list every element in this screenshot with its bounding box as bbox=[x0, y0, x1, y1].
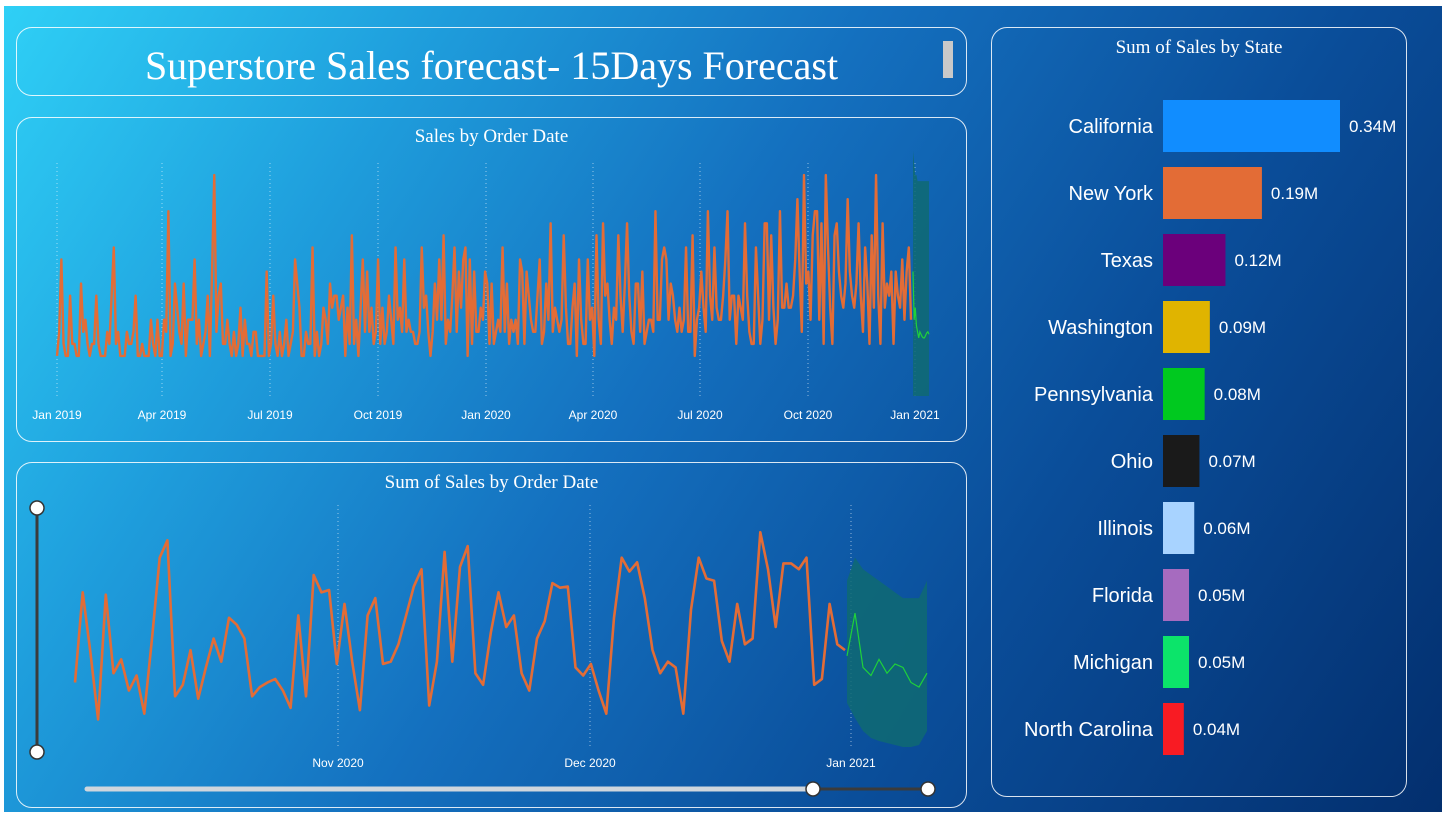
y-range-slider-bottom-handle[interactable] bbox=[29, 744, 45, 760]
state-value-label: 0.09M bbox=[1219, 318, 1266, 337]
state-label: Florida bbox=[1092, 585, 1154, 607]
sales-by-state-chart: California 0.34M New York 0.19M Texas 0.12M Wa… bbox=[1024, 100, 1396, 755]
state-bar[interactable] bbox=[1163, 368, 1205, 420]
chart2-actual-line bbox=[73, 530, 846, 721]
state-label: Texas bbox=[1101, 250, 1153, 272]
state-bar[interactable] bbox=[1163, 569, 1190, 621]
state-label: California bbox=[1069, 116, 1154, 138]
chart1-forecast-line bbox=[912, 271, 930, 339]
sum-sales-by-order-date-card: Sum of Sales by Order Date Nov 2020 Dec 2… bbox=[16, 462, 967, 808]
state-value-label: 0.12M bbox=[1234, 251, 1281, 270]
state-bar[interactable] bbox=[1163, 435, 1200, 487]
state-bar[interactable] bbox=[1163, 167, 1262, 219]
dashboard-canvas: Superstore Sales forecast- 15Days Foreca… bbox=[4, 6, 1442, 812]
state-bar[interactable] bbox=[1163, 636, 1190, 688]
chart1-title: Sales by Order Date bbox=[414, 126, 569, 147]
state-bar[interactable] bbox=[1163, 301, 1210, 353]
state-label: Michigan bbox=[1073, 652, 1153, 674]
y-range-slider-top-handle[interactable] bbox=[29, 500, 45, 516]
chart2-x-tick: Nov 2020 bbox=[312, 756, 364, 770]
state-label: New York bbox=[1069, 183, 1154, 205]
sales-by-order-date-chart[interactable]: Jan 2019 Apr 2019 Jul 2019 Oct 2019 Jan 2020… bbox=[17, 118, 966, 441]
state-bar[interactable] bbox=[1163, 234, 1226, 286]
x-range-slider-left-handle[interactable] bbox=[805, 781, 821, 797]
state-label: Pennsylvania bbox=[1034, 384, 1154, 406]
sum-sales-by-order-date-chart[interactable]: Nov 2020 Dec 2020 Jan 2021 bbox=[17, 463, 966, 807]
chart2-x-tick: Jan 2021 bbox=[826, 756, 876, 770]
chart2-x-tick: Dec 2020 bbox=[564, 756, 616, 770]
chart1-x-tick: Apr 2019 bbox=[138, 408, 187, 422]
state-value-label: 0.08M bbox=[1214, 385, 1261, 404]
chart2-forecast-line bbox=[846, 613, 928, 688]
state-bar[interactable] bbox=[1163, 502, 1195, 554]
state-value-label: 0.07M bbox=[1208, 452, 1255, 471]
page-title: Superstore Sales forecast- 15Days Foreca… bbox=[144, 43, 839, 88]
state-bar[interactable] bbox=[1163, 100, 1340, 152]
state-label: Illinois bbox=[1097, 518, 1153, 540]
state-value-label: 0.34M bbox=[1349, 117, 1396, 136]
chart3-title: Sum of Sales by State bbox=[1115, 37, 1283, 58]
chart1-x-tick: Jul 2020 bbox=[677, 408, 723, 422]
chart1-x-tick: Jul 2019 bbox=[247, 408, 293, 422]
chart2-forecast-band bbox=[847, 557, 927, 747]
state-value-label: 0.05M bbox=[1198, 653, 1245, 672]
x-range-slider-right-handle[interactable] bbox=[920, 781, 936, 797]
state-bar[interactable] bbox=[1163, 703, 1184, 755]
chart1-x-tick: Apr 2020 bbox=[569, 408, 618, 422]
chart1-x-tick: Jan 2019 bbox=[32, 408, 82, 422]
state-label: Ohio bbox=[1111, 451, 1153, 473]
state-value-label: 0.05M bbox=[1198, 586, 1245, 605]
chart1-x-tick: Jan 2020 bbox=[461, 408, 511, 422]
chart2-title: Sum of Sales by Order Date bbox=[384, 472, 599, 493]
chart1-actual-line bbox=[55, 173, 913, 358]
title-scrollbar[interactable] bbox=[943, 41, 953, 78]
sales-by-order-date-card: Sales by Order Date Jan 2019 Apr 2019 Jul … bbox=[16, 117, 967, 442]
state-value-label: 0.04M bbox=[1193, 720, 1240, 739]
chart1-x-tick: Jan 2021 bbox=[890, 408, 940, 422]
state-value-label: 0.06M bbox=[1203, 519, 1250, 538]
sales-by-state-card: Sum of Sales by State California 0.34M New… bbox=[991, 27, 1407, 797]
chart1-x-tick: Oct 2020 bbox=[784, 408, 833, 422]
title-card: Superstore Sales forecast- 15Days Foreca… bbox=[16, 27, 967, 96]
state-value-label: 0.19M bbox=[1271, 184, 1318, 203]
chart1-forecast-band bbox=[913, 150, 929, 396]
chart1-x-tick: Oct 2019 bbox=[354, 408, 403, 422]
state-label: Washington bbox=[1048, 317, 1153, 339]
state-label: North Carolina bbox=[1024, 719, 1154, 741]
